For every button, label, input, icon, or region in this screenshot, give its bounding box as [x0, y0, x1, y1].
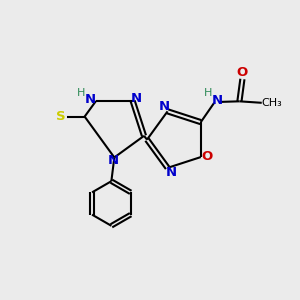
Text: O: O	[202, 150, 213, 163]
Text: O: O	[237, 66, 248, 79]
Text: CH₃: CH₃	[262, 98, 283, 108]
Text: N: N	[212, 94, 223, 107]
Text: H: H	[203, 88, 212, 98]
Text: N: N	[131, 92, 142, 105]
Text: N: N	[166, 166, 177, 179]
Text: H: H	[77, 88, 85, 98]
Text: N: N	[85, 93, 96, 106]
Text: S: S	[56, 110, 66, 123]
Text: N: N	[159, 100, 170, 113]
Text: N: N	[107, 154, 118, 167]
